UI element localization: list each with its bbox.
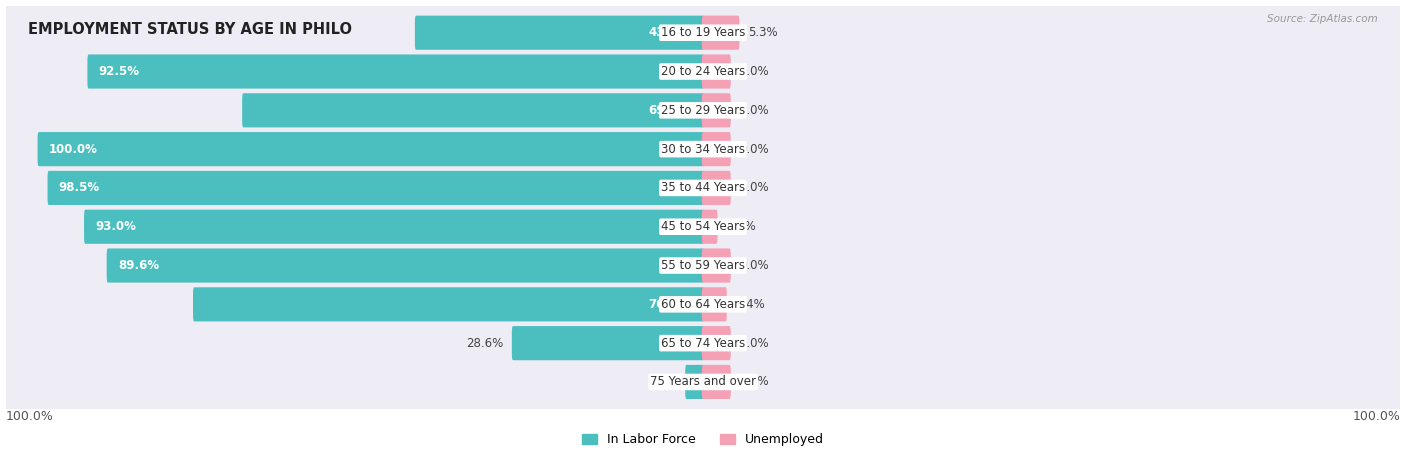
Text: 100.0%: 100.0%	[1353, 410, 1400, 423]
FancyBboxPatch shape	[84, 210, 704, 244]
FancyBboxPatch shape	[48, 171, 704, 205]
FancyBboxPatch shape	[242, 93, 704, 127]
Text: Source: ZipAtlas.com: Source: ZipAtlas.com	[1267, 14, 1378, 23]
FancyBboxPatch shape	[685, 365, 704, 399]
FancyBboxPatch shape	[702, 93, 731, 127]
Text: 28.6%: 28.6%	[465, 337, 503, 350]
FancyBboxPatch shape	[702, 287, 727, 321]
Text: EMPLOYMENT STATUS BY AGE IN PHILO: EMPLOYMENT STATUS BY AGE IN PHILO	[28, 22, 352, 37]
Text: 89.6%: 89.6%	[118, 259, 159, 272]
Text: 0.0%: 0.0%	[740, 337, 769, 350]
Text: 2.0%: 2.0%	[727, 220, 756, 233]
Text: 0.0%: 0.0%	[740, 259, 769, 272]
FancyBboxPatch shape	[702, 132, 731, 166]
FancyBboxPatch shape	[4, 157, 1402, 219]
Text: 45 to 54 Years: 45 to 54 Years	[661, 220, 745, 233]
Text: 100.0%: 100.0%	[6, 410, 53, 423]
Text: 0.0%: 0.0%	[740, 375, 769, 388]
Text: 20 to 24 Years: 20 to 24 Years	[661, 65, 745, 78]
FancyBboxPatch shape	[702, 16, 740, 50]
Text: 5.3%: 5.3%	[748, 26, 778, 39]
FancyBboxPatch shape	[702, 210, 717, 244]
Text: 100.0%: 100.0%	[49, 143, 97, 156]
FancyBboxPatch shape	[4, 351, 1402, 413]
Text: 43.2%: 43.2%	[648, 26, 690, 39]
Text: 35 to 44 Years: 35 to 44 Years	[661, 181, 745, 194]
FancyBboxPatch shape	[702, 326, 731, 360]
Text: 92.5%: 92.5%	[98, 65, 139, 78]
FancyBboxPatch shape	[4, 2, 1402, 64]
Text: 69.2%: 69.2%	[648, 104, 690, 117]
Text: 16 to 19 Years: 16 to 19 Years	[661, 26, 745, 39]
FancyBboxPatch shape	[107, 248, 704, 283]
Text: 0.0%: 0.0%	[740, 181, 769, 194]
Text: 3.4%: 3.4%	[735, 298, 765, 311]
FancyBboxPatch shape	[87, 54, 704, 89]
FancyBboxPatch shape	[4, 273, 1402, 335]
Text: 76.6%: 76.6%	[648, 298, 690, 311]
FancyBboxPatch shape	[4, 118, 1402, 180]
Text: 25 to 29 Years: 25 to 29 Years	[661, 104, 745, 117]
FancyBboxPatch shape	[512, 326, 704, 360]
Text: 98.5%: 98.5%	[59, 181, 100, 194]
Text: 75 Years and over: 75 Years and over	[650, 375, 756, 388]
FancyBboxPatch shape	[4, 234, 1402, 297]
FancyBboxPatch shape	[38, 132, 704, 166]
Text: 0.0%: 0.0%	[740, 143, 769, 156]
Text: 55 to 59 Years: 55 to 59 Years	[661, 259, 745, 272]
FancyBboxPatch shape	[4, 40, 1402, 103]
Legend: In Labor Force, Unemployed: In Labor Force, Unemployed	[576, 428, 830, 450]
FancyBboxPatch shape	[702, 248, 731, 283]
FancyBboxPatch shape	[702, 365, 731, 399]
Text: 60 to 64 Years: 60 to 64 Years	[661, 298, 745, 311]
Text: 30 to 34 Years: 30 to 34 Years	[661, 143, 745, 156]
Text: 0.0%: 0.0%	[740, 65, 769, 78]
FancyBboxPatch shape	[4, 196, 1402, 258]
Text: 0.0%: 0.0%	[740, 104, 769, 117]
FancyBboxPatch shape	[193, 287, 704, 321]
FancyBboxPatch shape	[702, 171, 731, 205]
FancyBboxPatch shape	[4, 312, 1402, 374]
Text: 65 to 74 Years: 65 to 74 Years	[661, 337, 745, 350]
FancyBboxPatch shape	[702, 54, 731, 89]
FancyBboxPatch shape	[4, 79, 1402, 141]
Text: 2.5%: 2.5%	[647, 375, 676, 388]
Text: 93.0%: 93.0%	[96, 220, 136, 233]
FancyBboxPatch shape	[415, 16, 704, 50]
